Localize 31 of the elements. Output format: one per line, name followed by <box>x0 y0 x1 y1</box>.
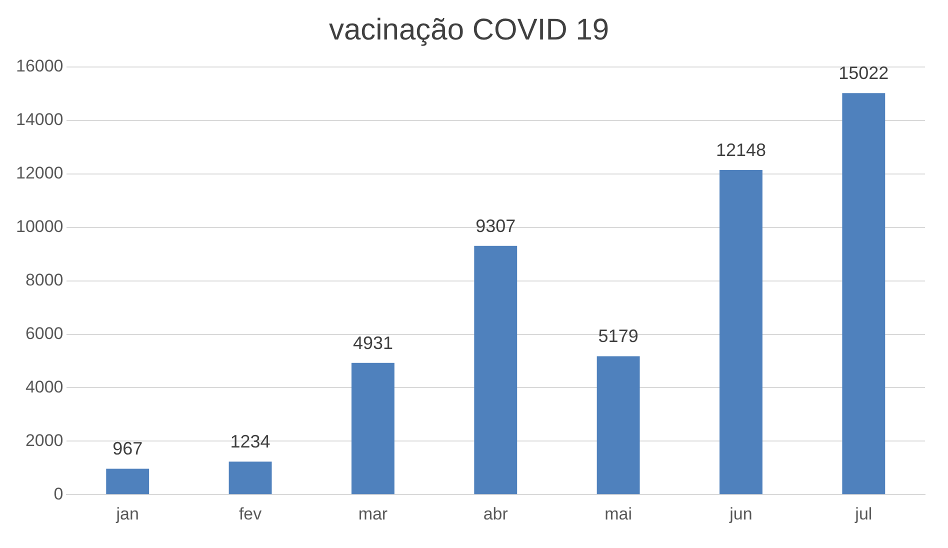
data-label: 15022 <box>838 63 889 84</box>
x-tick-label: mar <box>358 504 388 524</box>
y-tick-label: 0 <box>54 484 64 504</box>
y-tick-label: 6000 <box>25 324 64 343</box>
bar <box>106 468 150 494</box>
data-label: 5179 <box>598 326 638 346</box>
x-tick-label: fev <box>238 504 262 524</box>
x-tick-label: jan <box>115 504 139 524</box>
y-tick-label: 8000 <box>25 270 64 290</box>
chart-title: vacinação COVID 19 <box>328 13 610 46</box>
y-tick-label: 14000 <box>16 110 64 130</box>
data-label: 4931 <box>352 332 393 353</box>
x-tick-label: jul <box>854 504 872 524</box>
x-tick-label: jun <box>728 504 752 524</box>
y-tick-label: 10000 <box>16 217 64 236</box>
data-label: 12148 <box>716 140 766 160</box>
bar <box>474 246 518 494</box>
x-tick-label: mai <box>604 504 632 524</box>
data-label: 1234 <box>230 432 270 452</box>
data-label: 967 <box>112 438 143 459</box>
y-tick-label: 2000 <box>25 430 64 450</box>
y-tick-label: 4000 <box>25 377 64 396</box>
bar <box>228 462 272 494</box>
data-label: 9307 <box>476 216 516 236</box>
x-tick-label: abr <box>483 504 508 524</box>
bar <box>842 93 886 494</box>
bar <box>596 356 640 494</box>
bar <box>351 362 394 494</box>
y-tick-label: 12000 <box>16 164 64 183</box>
bar <box>720 170 762 494</box>
y-tick-label: 16000 <box>16 56 64 76</box>
